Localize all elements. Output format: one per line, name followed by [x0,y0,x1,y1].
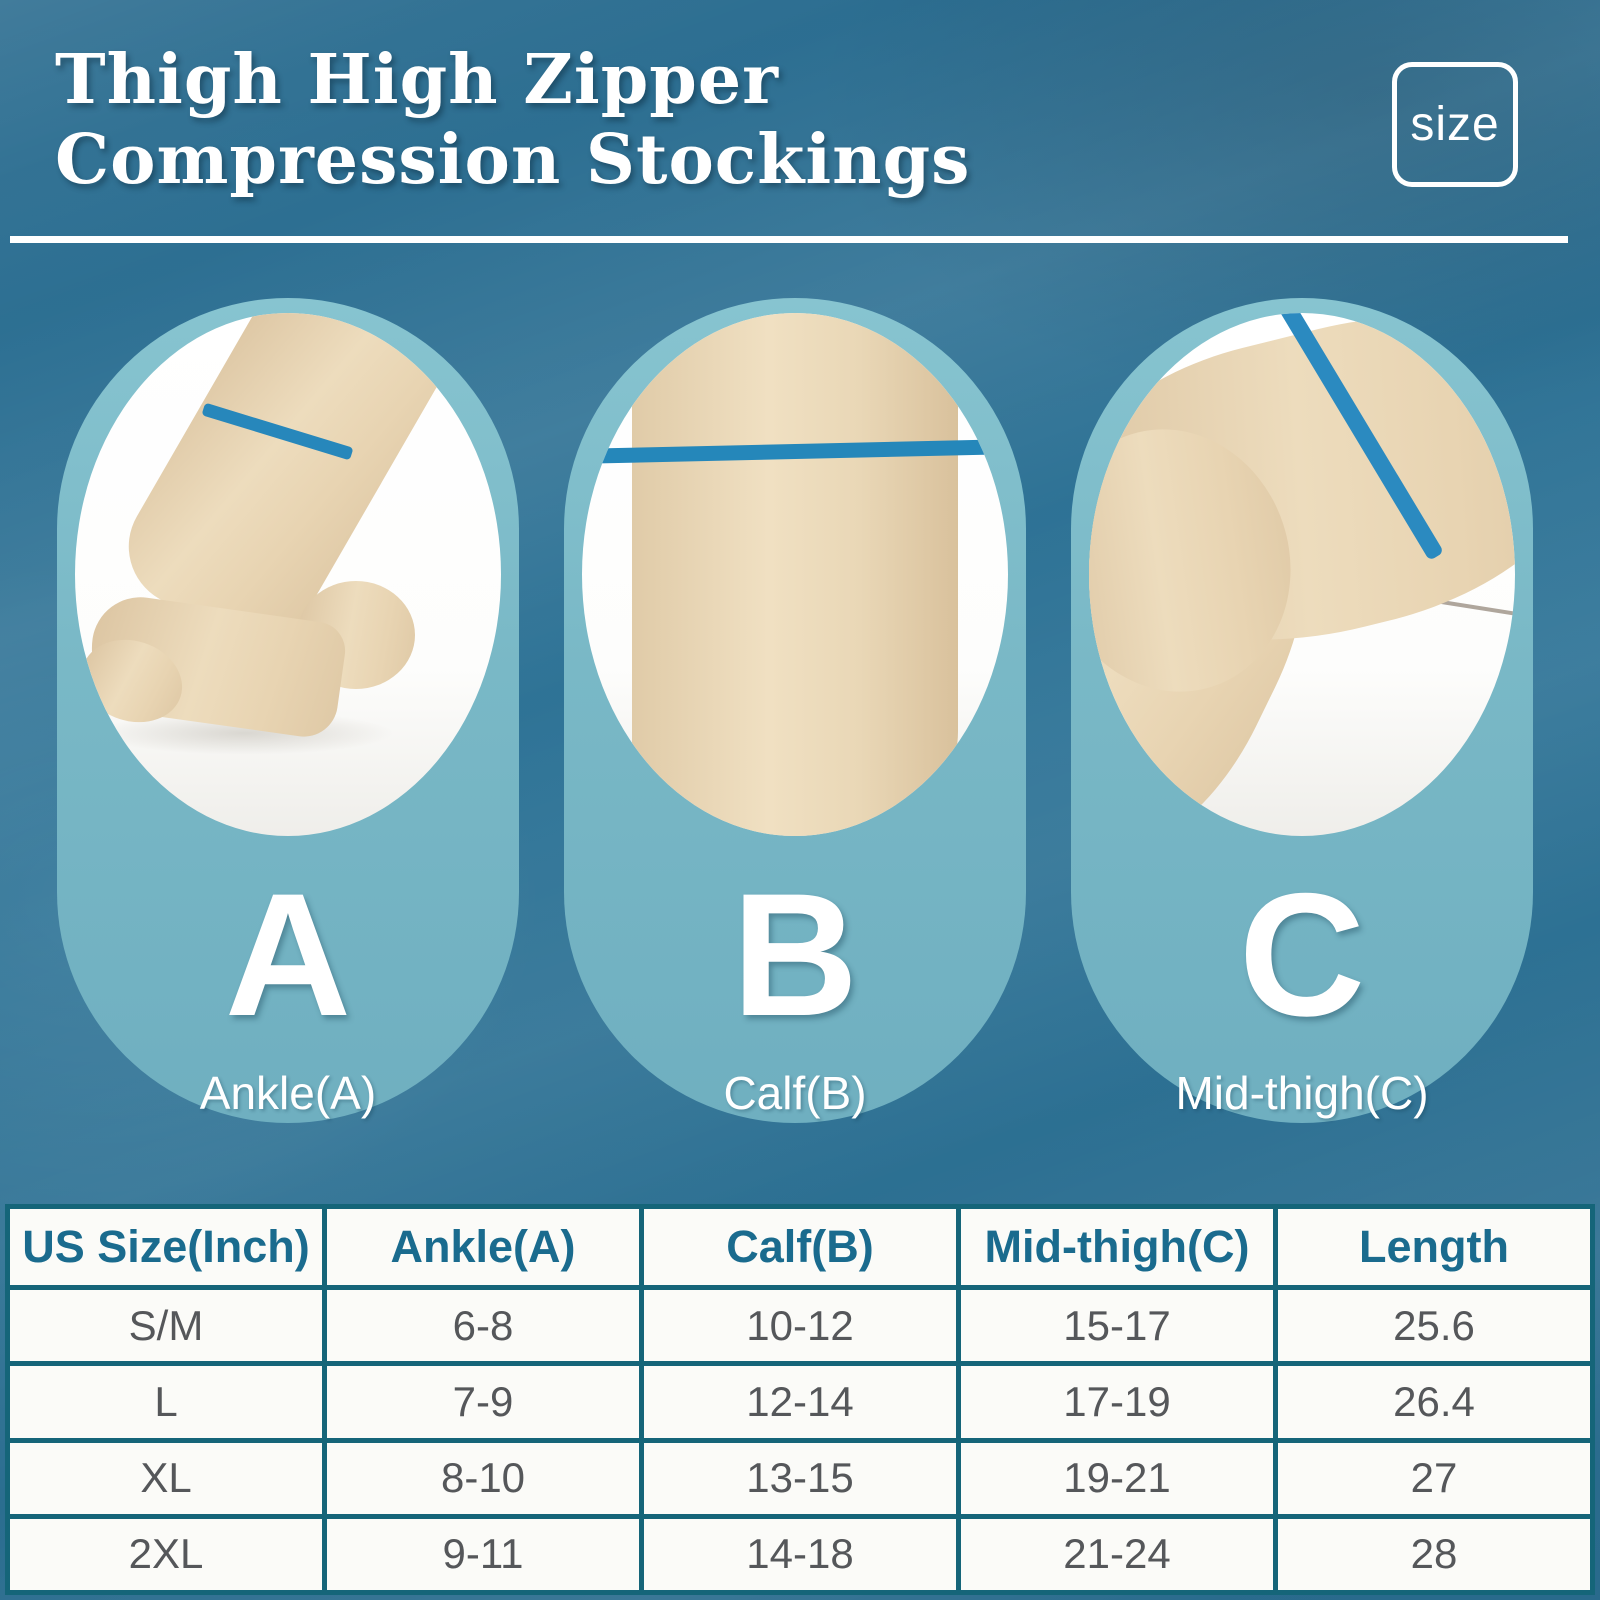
table-cell: 13-15 [644,1442,956,1514]
table-cell: 17-19 [961,1366,1273,1438]
measurement-pill-calf: B Calf(B) [564,298,1026,1123]
pill-letter: B [731,858,859,1053]
table-cell: 9-11 [327,1518,639,1590]
measurement-pill-mid-thigh: C Mid-thigh(C) [1071,298,1533,1123]
table-cell: 12-14 [644,1366,956,1438]
calf-leg-shape [632,313,958,836]
table-cell: 26.4 [1278,1366,1590,1438]
pill-label: Calf(B) [723,1067,867,1119]
table-cell: 14-18 [644,1518,956,1590]
size-table: US Size(Inch) Ankle(A) Calf(B) Mid-thigh… [5,1204,1595,1595]
table-cell: S/M [10,1290,322,1362]
pill-label: Mid-thigh(C) [1175,1067,1429,1119]
pill-letter: A [224,858,352,1053]
table-cell: 25.6 [1278,1290,1590,1362]
page-title: Thigh High Zipper Compression Stockings [55,40,970,200]
table-cell: 2XL [10,1518,322,1590]
measurement-pill-ankle: A Ankle(A) [57,298,519,1123]
measurement-guide: A Ankle(A) B Calf(B) C Mid-thigh(C) [57,298,1534,1123]
header-cell: Length [1278,1209,1590,1285]
table-cell: 28 [1278,1518,1590,1590]
table-cell: 7-9 [327,1366,639,1438]
header-cell: Calf(B) [644,1209,956,1285]
header-cell: US Size(Inch) [10,1209,322,1285]
table-cell: 19-21 [961,1442,1273,1514]
divider-line [10,236,1568,243]
table-cell: 10-12 [644,1290,956,1362]
table-cell: 15-17 [961,1290,1273,1362]
header-cell: Mid-thigh(C) [961,1209,1273,1285]
table-cell: XL [10,1442,322,1514]
header-cell: Ankle(A) [327,1209,639,1285]
calf-photo [582,313,1008,836]
pill-label: Ankle(A) [199,1067,377,1119]
size-badge-label: size [1410,98,1500,151]
table-cell: 6-8 [327,1290,639,1362]
table-cell: L [10,1366,322,1438]
table-cell: 27 [1278,1442,1590,1514]
page-title-line-1: Thigh High Zipper [55,40,779,120]
mid-thigh-photo [1089,313,1515,836]
page-title-line-2: Compression Stockings [55,120,971,200]
pill-letter: C [1238,858,1366,1053]
size-badge: size [1392,62,1518,187]
table-cell: 8-10 [327,1442,639,1514]
ankle-photo [75,313,501,836]
table-cell: 21-24 [961,1518,1273,1590]
